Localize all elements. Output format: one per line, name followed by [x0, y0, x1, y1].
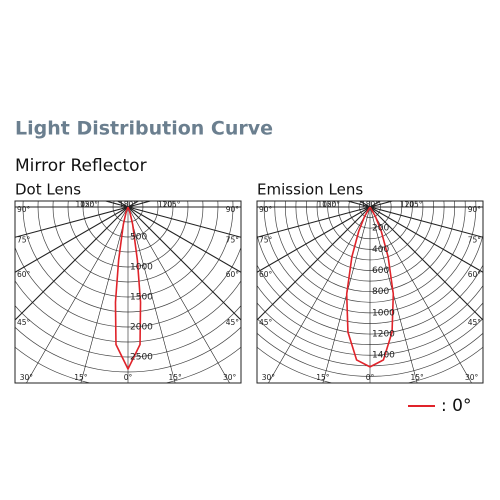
angle-label: 120° — [400, 200, 418, 209]
r-tick-label: 200 — [372, 224, 389, 234]
angle-label: 60° — [259, 270, 273, 279]
angle-ray — [257, 206, 371, 273]
polar-chart: Emission Lens180°120°105°90°75°60°45°30°… — [256, 181, 484, 384]
angle-label: 105° — [404, 200, 422, 209]
angle-label: 45° — [468, 318, 482, 327]
r-tick-label: 1000 — [372, 308, 395, 318]
angle-ray — [369, 201, 393, 208]
angle-ray — [80, 206, 129, 383]
legend-label: : 0° — [441, 396, 471, 416]
angle-label: 30° — [262, 373, 276, 382]
angle-ray — [369, 206, 483, 238]
angle-label: 75° — [17, 235, 31, 244]
angle-label: 105° — [75, 200, 93, 209]
angle-label: 90° — [468, 205, 482, 214]
r-tick-label: 1400 — [372, 351, 395, 361]
angle-label: 90° — [226, 205, 240, 214]
r-tick-label: 1200 — [372, 330, 395, 340]
angle-ray — [127, 206, 241, 273]
angle-label: 15° — [316, 373, 330, 382]
page-title: Light Distribution Curve — [15, 118, 273, 140]
angle-label: 45° — [17, 318, 31, 327]
angle-ray — [127, 201, 151, 208]
angle-ray — [268, 206, 371, 383]
angle-label: 30° — [20, 373, 34, 382]
angle-ray — [257, 206, 371, 238]
chart-title: Emission Lens — [257, 181, 363, 199]
r-tick-label: 1000 — [130, 263, 153, 273]
chart-title: Dot Lens — [15, 181, 81, 199]
angle-label: 180° — [361, 200, 379, 209]
angle-label: 60° — [17, 270, 31, 279]
angle-ray — [127, 206, 241, 321]
angle-label: 30° — [223, 373, 237, 382]
r-tick-label: 600 — [372, 266, 389, 276]
angle-ray — [127, 206, 241, 238]
angle-label: 90° — [17, 205, 31, 214]
angle-label: 180° — [119, 200, 137, 209]
r-tick-label: 500 — [130, 233, 147, 243]
r-tick-label: 2500 — [130, 353, 153, 363]
angle-label: 60° — [226, 270, 240, 279]
angle-label: 120° — [80, 200, 98, 209]
angle-ray — [105, 201, 129, 208]
angle-ray — [369, 206, 483, 321]
chart-frame — [14, 200, 242, 384]
angle-label: 105° — [162, 200, 180, 209]
angle-ray — [15, 206, 129, 321]
angle-label: 90° — [259, 205, 273, 214]
r-tick-label: 400 — [372, 245, 389, 255]
angle-label: 45° — [226, 318, 240, 327]
angle-ray — [15, 206, 129, 238]
angle-label: 30° — [465, 373, 479, 382]
angle-ray — [26, 206, 129, 383]
angle-label: 60° — [468, 270, 482, 279]
intensity-curve — [114, 206, 142, 370]
r-tick-label: 800 — [372, 287, 389, 297]
angle-ray — [257, 206, 371, 321]
r-tick-label: 1500 — [130, 293, 153, 303]
angle-label: 15° — [169, 373, 183, 382]
angle-label: 15° — [411, 373, 425, 382]
r-tick-label: 2000 — [130, 323, 153, 333]
angle-ray — [369, 201, 381, 208]
angle-ray — [127, 206, 176, 383]
angle-label: 75° — [226, 235, 240, 244]
angle-ray — [347, 201, 371, 208]
angle-label: 0° — [124, 373, 133, 382]
angle-ray — [369, 206, 483, 273]
angle-label: 75° — [468, 235, 482, 244]
intensity-curve — [345, 206, 395, 368]
plot-area — [257, 201, 483, 383]
angle-label: 105° — [317, 200, 335, 209]
angle-ray — [127, 201, 139, 208]
angle-label: 15° — [74, 373, 88, 382]
angle-label: 0° — [366, 373, 375, 382]
angle-label: 45° — [259, 318, 273, 327]
angle-label: 120° — [158, 200, 176, 209]
angle-ray — [127, 206, 230, 383]
angle-ray — [369, 206, 472, 383]
chart-frame — [256, 200, 484, 384]
angle-label: 75° — [259, 235, 273, 244]
subtitle: Mirror Reflector — [15, 156, 147, 176]
plot-area — [15, 201, 241, 383]
angle-ray — [15, 206, 129, 273]
angle-label: 120° — [322, 200, 340, 209]
